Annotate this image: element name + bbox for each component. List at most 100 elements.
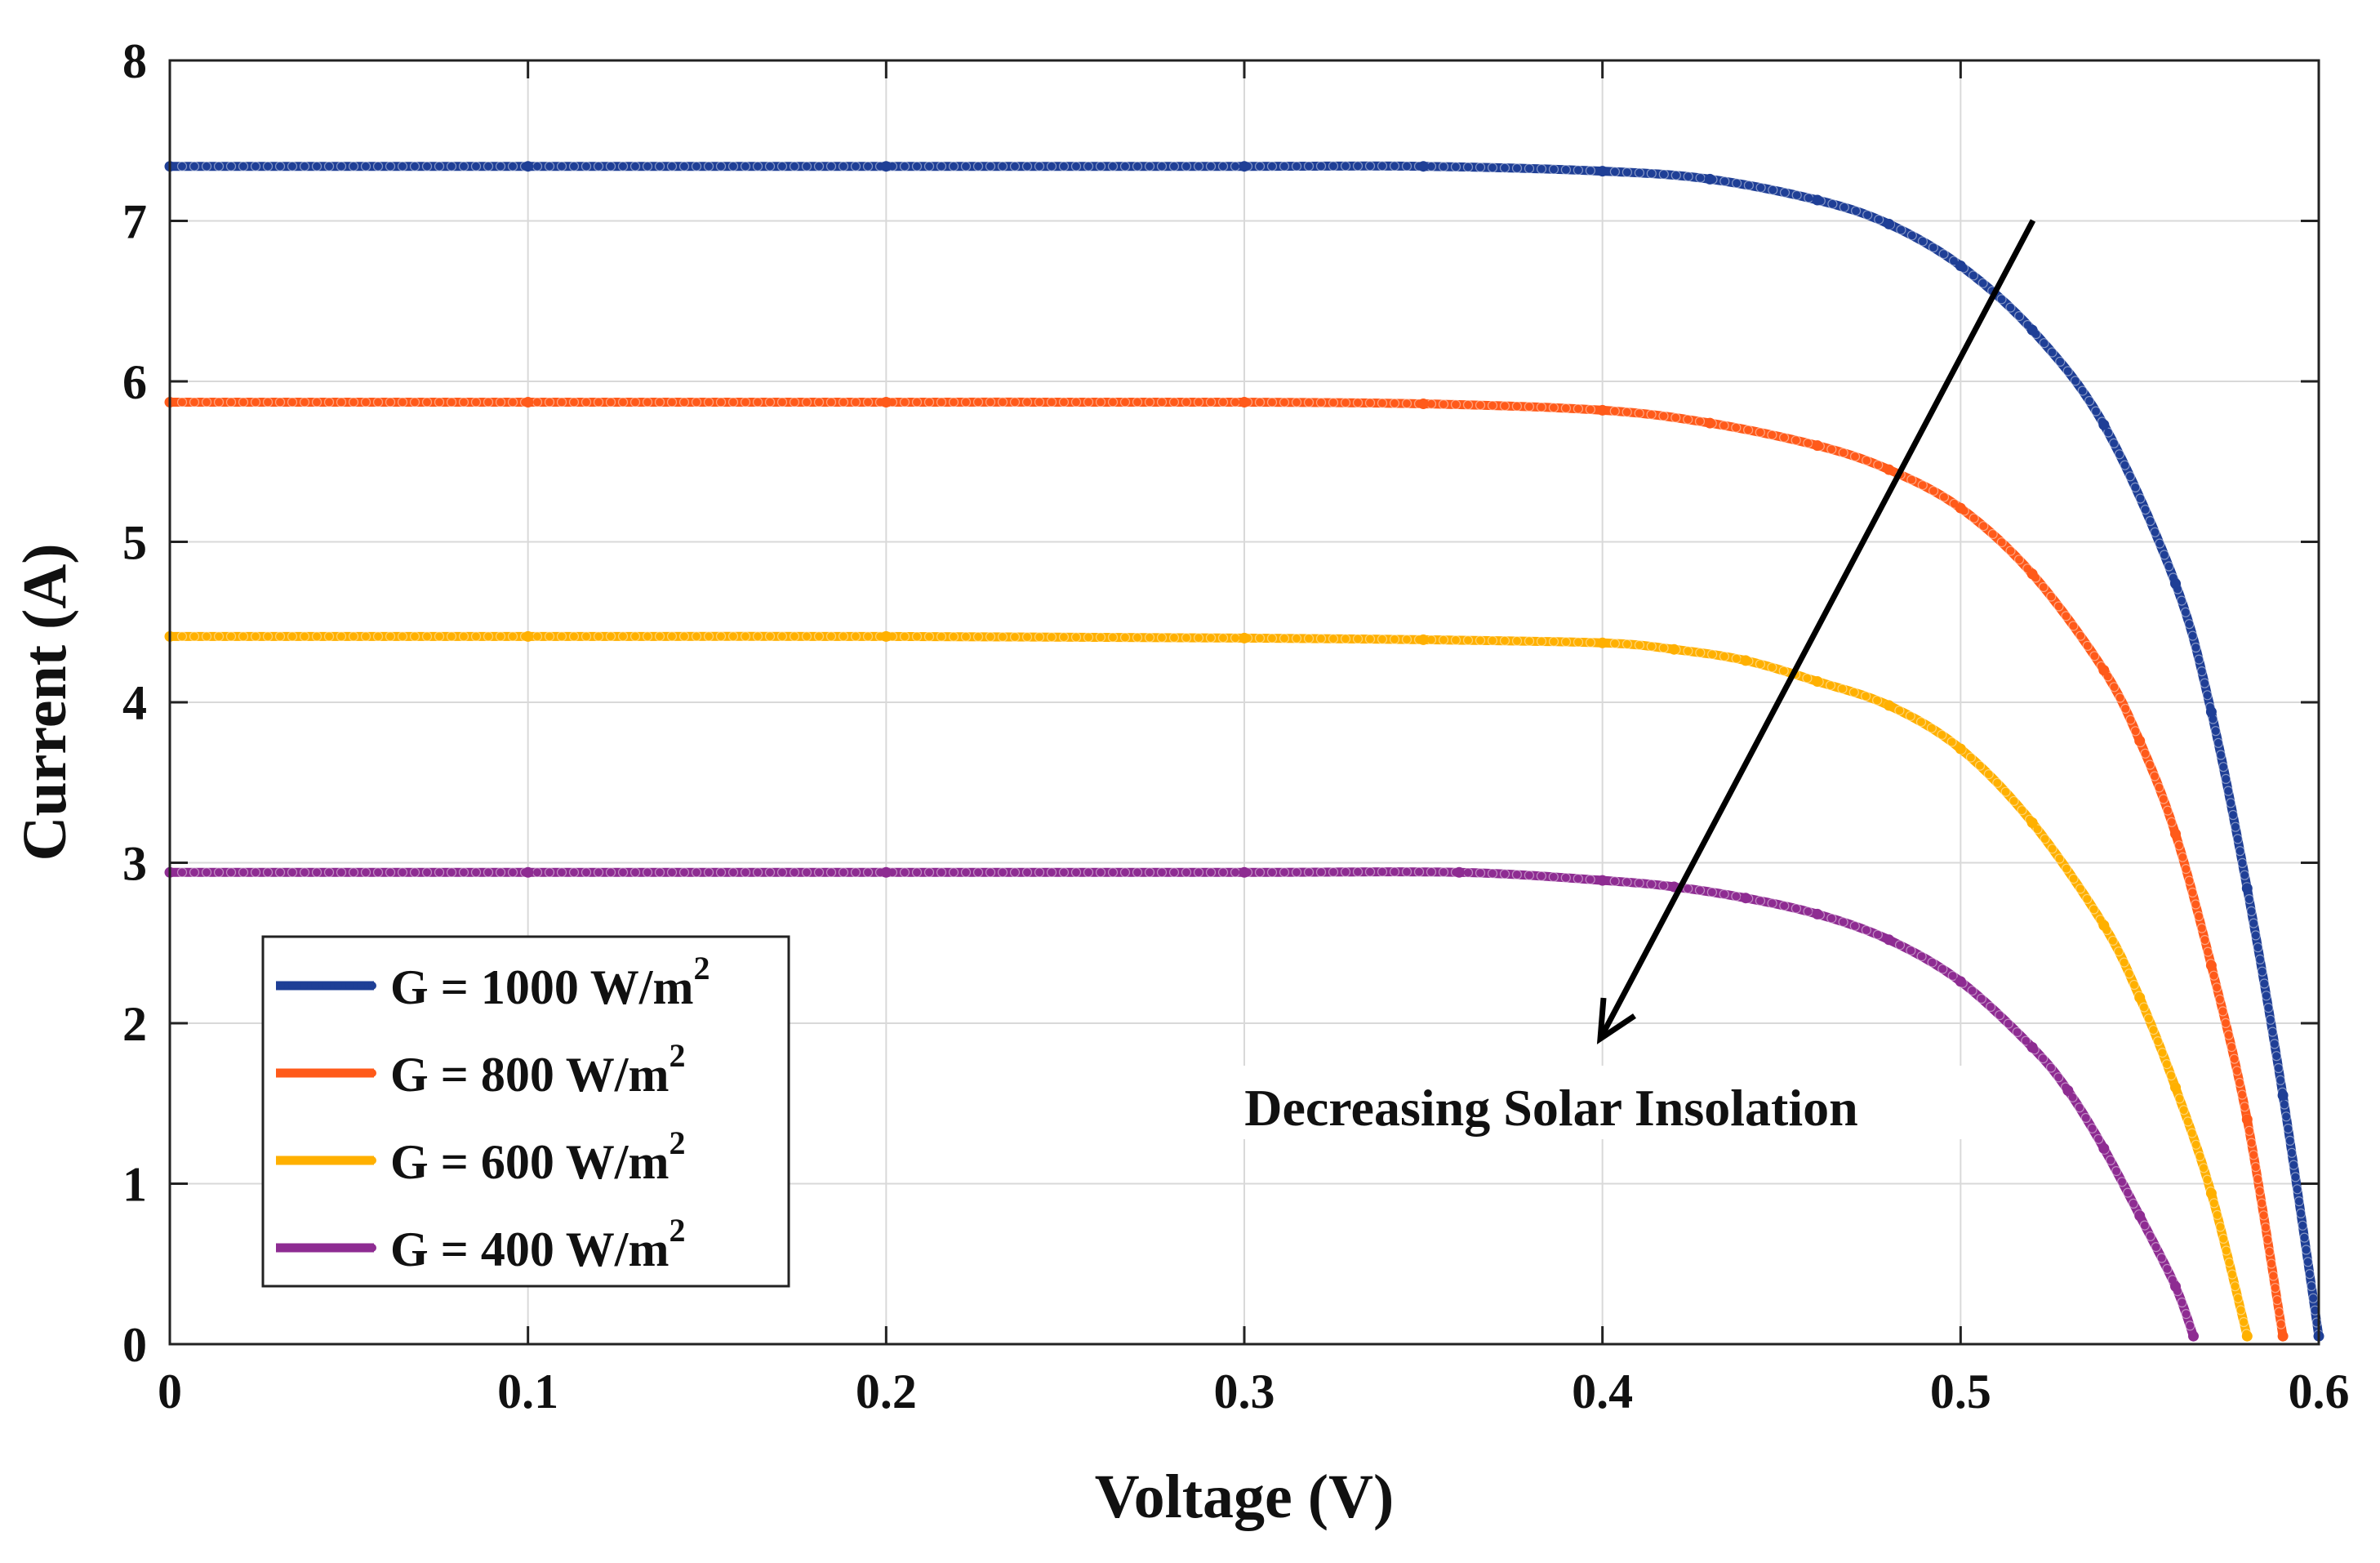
series-marker (2284, 1135, 2295, 1147)
series-marker (1426, 866, 1437, 877)
series-marker (1021, 397, 1033, 407)
series-marker (446, 161, 457, 171)
data-point (880, 866, 892, 878)
series-marker (2237, 1089, 2248, 1100)
legend-marker (288, 1244, 296, 1252)
series-marker (899, 161, 910, 171)
series-marker (1462, 867, 1474, 878)
series-marker (2091, 406, 2102, 416)
series-marker (1917, 236, 1928, 247)
series-marker (1144, 397, 1155, 407)
series-marker (1978, 521, 1989, 532)
series-marker (1622, 877, 1632, 888)
series-marker (1658, 880, 1669, 891)
series-marker (1046, 397, 1057, 407)
series-marker (1450, 635, 1461, 646)
series-marker (1536, 163, 1547, 174)
series-marker (813, 397, 825, 407)
legend-marker (311, 1156, 319, 1164)
series-marker (2228, 809, 2239, 821)
series-marker (495, 397, 506, 407)
series-marker (348, 631, 359, 642)
series-marker (1694, 416, 1706, 427)
data-point (1812, 440, 1823, 452)
series-marker (936, 397, 947, 407)
data-point (880, 630, 892, 642)
series-marker (1107, 161, 1119, 171)
data-point (1239, 866, 1250, 878)
y-tick-label: 4 (122, 676, 147, 730)
legend-marker (334, 1244, 342, 1252)
series-marker (2271, 1051, 2282, 1062)
series-marker (2177, 595, 2187, 606)
x-tick-label: 0.5 (1930, 1365, 1991, 1418)
series-marker (1254, 633, 1266, 643)
series-marker (936, 161, 947, 171)
series-marker (1928, 243, 1938, 253)
series-marker (2240, 1102, 2250, 1112)
series-marker (323, 161, 335, 171)
series-marker (1872, 929, 1883, 940)
series-marker (274, 397, 286, 407)
data-point (1740, 893, 1751, 904)
series-marker (2233, 1293, 2244, 1303)
legend-marker (323, 982, 331, 990)
series-marker (348, 867, 359, 878)
series-marker (740, 161, 751, 171)
legend-marker (311, 1069, 319, 1077)
series-marker (1851, 206, 1862, 216)
series-marker (2047, 347, 2057, 358)
series-marker (2061, 863, 2072, 874)
series-marker (189, 161, 200, 171)
series-marker (1205, 633, 1217, 643)
series-marker (825, 161, 837, 171)
series-marker (581, 397, 592, 407)
series-marker (287, 867, 298, 878)
legend-marker (334, 982, 342, 990)
series-marker (1804, 193, 1814, 203)
series-marker (581, 631, 592, 642)
series-marker (2077, 385, 2088, 396)
x-tick-label: 0.4 (1572, 1365, 1633, 1418)
annotation-background (1139, 1066, 1964, 1139)
series-marker (617, 397, 629, 407)
series-marker (1377, 398, 1388, 408)
legend-marker (300, 1244, 308, 1252)
series-marker (972, 867, 984, 878)
series-marker (2117, 1177, 2128, 1187)
series-marker (2130, 482, 2141, 493)
series-marker (2227, 1041, 2237, 1053)
series-marker (2203, 946, 2213, 957)
series-marker (189, 397, 200, 407)
series-marker (2292, 1184, 2302, 1195)
series-marker (2107, 935, 2118, 946)
series-marker (1389, 634, 1400, 645)
series-marker (1144, 161, 1155, 171)
series-marker (2244, 1125, 2254, 1136)
series-marker (2186, 1128, 2197, 1138)
series-marker (1168, 161, 1180, 171)
series-marker (262, 161, 274, 171)
series-marker (1095, 632, 1106, 643)
series-marker (2200, 934, 2210, 946)
legend-marker (288, 1069, 296, 1077)
series-marker (397, 161, 408, 171)
series-marker (1034, 397, 1045, 407)
series-marker (2103, 427, 2114, 438)
series-marker (2080, 1112, 2091, 1124)
series-marker (1511, 401, 1523, 412)
data-point (1884, 700, 1895, 711)
legend-marker (334, 1156, 342, 1164)
series-marker (703, 161, 714, 171)
series-marker (911, 397, 923, 407)
series-marker (1732, 178, 1742, 189)
y-tick-label: 5 (122, 516, 147, 570)
series-marker (581, 867, 592, 878)
series-marker (568, 867, 580, 878)
series-marker (654, 867, 665, 878)
series-marker (2038, 1053, 2049, 1064)
series-marker (1132, 867, 1143, 878)
series-marker (299, 397, 310, 407)
legend-marker (323, 1156, 331, 1164)
series-marker (666, 397, 678, 407)
